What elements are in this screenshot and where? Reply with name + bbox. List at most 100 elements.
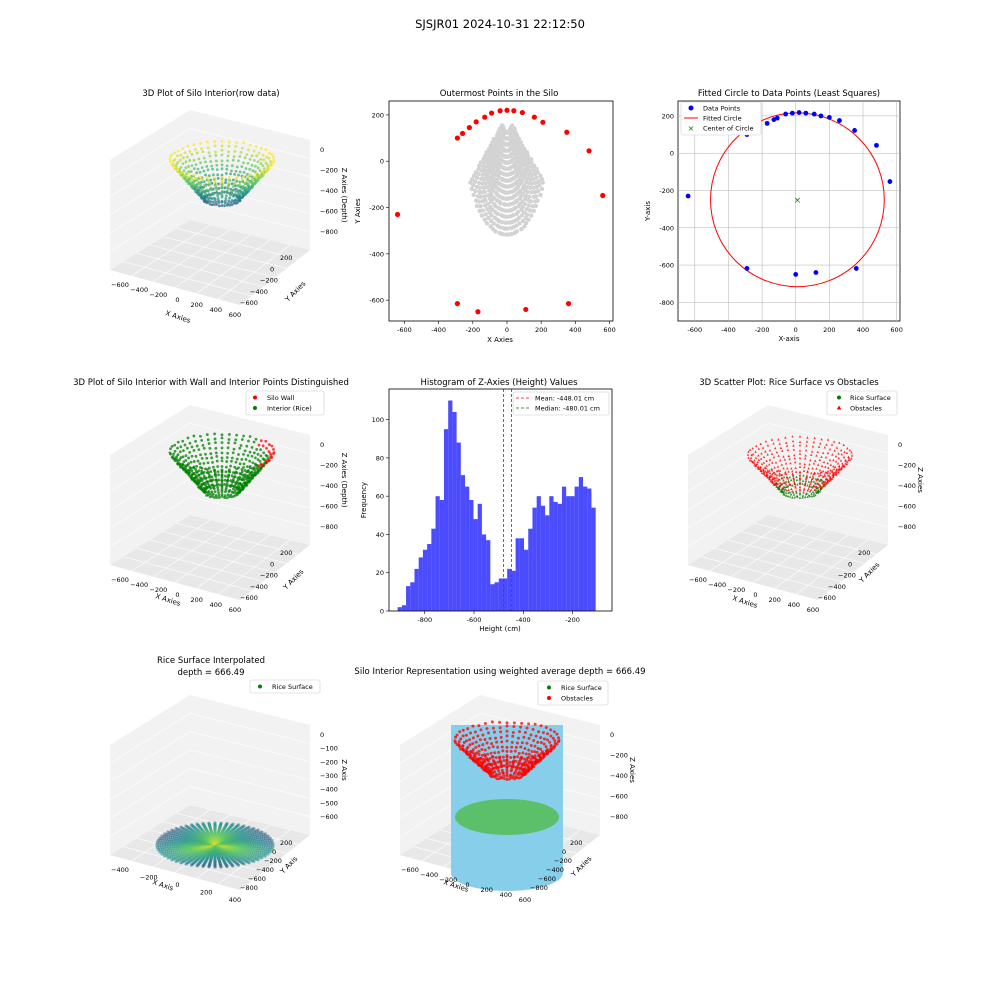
p7-surface-point bbox=[174, 859, 178, 863]
p2-xtick-label: 600 bbox=[603, 326, 615, 334]
p4-ytick: −600 bbox=[240, 594, 258, 602]
p7-surface-point bbox=[260, 830, 264, 834]
p8-ytick: −200 bbox=[554, 857, 572, 865]
p6-point bbox=[785, 494, 788, 497]
p6-point bbox=[775, 482, 779, 486]
p8-obstacle-point bbox=[481, 733, 485, 737]
p1-point bbox=[192, 167, 196, 171]
p4-point bbox=[194, 474, 198, 477]
p1-point bbox=[270, 163, 274, 167]
p7-surface-point bbox=[156, 838, 160, 843]
p4-point bbox=[216, 486, 220, 490]
p2-gray-point bbox=[528, 199, 534, 204]
p1-point bbox=[233, 172, 237, 176]
p5-bar bbox=[574, 486, 579, 611]
p6-point bbox=[784, 480, 788, 483]
p6-point bbox=[793, 453, 796, 457]
p1-point bbox=[254, 144, 258, 148]
p4-point bbox=[244, 458, 248, 461]
p6-point bbox=[812, 472, 815, 476]
p4-point bbox=[207, 442, 211, 445]
p1-point bbox=[220, 163, 224, 167]
p4-point bbox=[238, 488, 242, 492]
p1-point bbox=[225, 189, 229, 193]
p5-bar bbox=[406, 586, 411, 611]
p6-point bbox=[816, 477, 819, 481]
p8-obstacle-point bbox=[508, 760, 512, 764]
p4-point bbox=[258, 459, 262, 463]
p4-point bbox=[205, 493, 209, 497]
p4-point bbox=[233, 465, 237, 469]
p6-point bbox=[818, 490, 821, 493]
p2-gray-point bbox=[485, 160, 490, 166]
p6-point bbox=[802, 469, 806, 472]
p6-point bbox=[798, 489, 802, 492]
p2-gray-point bbox=[539, 177, 545, 182]
p3-xtick-label: 0 bbox=[794, 326, 798, 334]
p1-point bbox=[238, 183, 242, 187]
p5-bar bbox=[524, 549, 529, 611]
p8-obstacle-point bbox=[539, 752, 543, 756]
p2-gray-point bbox=[469, 186, 474, 192]
p8-obstacle-point bbox=[468, 743, 472, 747]
p1-point bbox=[264, 168, 268, 172]
p6-point bbox=[832, 458, 835, 462]
p6-ztick: −600 bbox=[898, 503, 916, 511]
p1-point bbox=[192, 158, 196, 162]
p2-gray-point bbox=[497, 224, 502, 230]
p2-gray-point bbox=[480, 181, 485, 186]
p8-obstacle-point bbox=[473, 730, 477, 734]
p2-gray-point bbox=[520, 204, 525, 210]
p6-point bbox=[786, 494, 790, 498]
p1-point bbox=[202, 156, 206, 160]
p5-legend-median: Median: -480.01 cm bbox=[535, 405, 600, 413]
p1-point bbox=[237, 159, 240, 163]
p2-gray-point bbox=[480, 172, 485, 178]
p6-point bbox=[834, 460, 838, 463]
p4-point bbox=[192, 449, 196, 452]
p2-gray-point bbox=[483, 172, 489, 178]
p2-outermost-points bbox=[394, 107, 606, 315]
p4-point bbox=[200, 439, 204, 442]
p6-point bbox=[810, 471, 813, 475]
p6-point bbox=[792, 479, 796, 482]
p4-point bbox=[220, 469, 224, 473]
p4-point bbox=[172, 452, 175, 456]
p1-point bbox=[220, 179, 224, 183]
p6-point bbox=[791, 484, 794, 487]
p2-gray-point bbox=[529, 213, 534, 218]
p6-point bbox=[759, 457, 763, 460]
p6-point bbox=[778, 472, 781, 475]
p8-obstacle-point bbox=[490, 754, 494, 758]
p8-obstacle-point bbox=[529, 757, 533, 761]
p8-obstacle-point bbox=[481, 743, 485, 747]
p2-gray-point bbox=[529, 160, 534, 165]
p4-point bbox=[205, 468, 209, 471]
p8-obstacle-point bbox=[513, 770, 517, 774]
p5-bar bbox=[465, 486, 470, 611]
p7-ytick: 0 bbox=[272, 848, 276, 856]
p6-point bbox=[764, 466, 768, 470]
p2-gray-point bbox=[526, 164, 531, 170]
p8-obstacle-point bbox=[536, 746, 540, 750]
p1-point bbox=[186, 171, 190, 175]
p4-point bbox=[225, 496, 229, 500]
p1-point bbox=[272, 158, 276, 162]
p4-point bbox=[192, 472, 196, 476]
p4-point bbox=[251, 461, 255, 465]
p3-ytick-label: 200 bbox=[662, 112, 674, 120]
p6-point bbox=[805, 444, 808, 447]
p1-point bbox=[250, 154, 254, 158]
p6-point bbox=[774, 472, 777, 476]
p4-point bbox=[265, 446, 268, 450]
p6-point bbox=[831, 473, 834, 477]
p8-obstacle-point bbox=[516, 736, 520, 740]
p5-ytick-label: 40 bbox=[376, 531, 384, 539]
p6-point bbox=[829, 477, 833, 481]
p4-point bbox=[202, 482, 206, 485]
p4-legend-rice: Interior (Rice) bbox=[267, 405, 312, 413]
p4-point bbox=[248, 476, 252, 479]
p7-surface-point bbox=[184, 824, 188, 828]
